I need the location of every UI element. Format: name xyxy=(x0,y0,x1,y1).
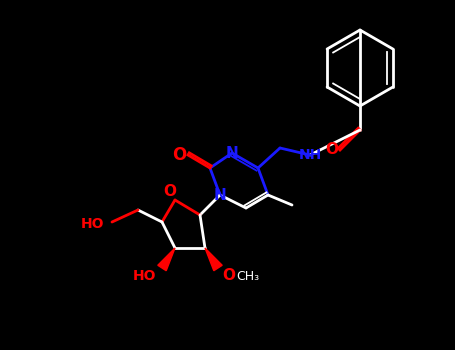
Text: HO: HO xyxy=(81,217,104,231)
Text: N: N xyxy=(214,188,227,203)
Polygon shape xyxy=(205,248,222,271)
Polygon shape xyxy=(158,248,175,271)
Text: CH₃: CH₃ xyxy=(236,270,259,282)
Text: HO: HO xyxy=(132,269,156,283)
Text: O: O xyxy=(172,146,186,164)
Text: O: O xyxy=(222,268,235,284)
Text: O: O xyxy=(325,142,339,158)
Text: O: O xyxy=(163,184,177,200)
Text: NH: NH xyxy=(298,148,322,162)
Text: N: N xyxy=(226,146,238,161)
